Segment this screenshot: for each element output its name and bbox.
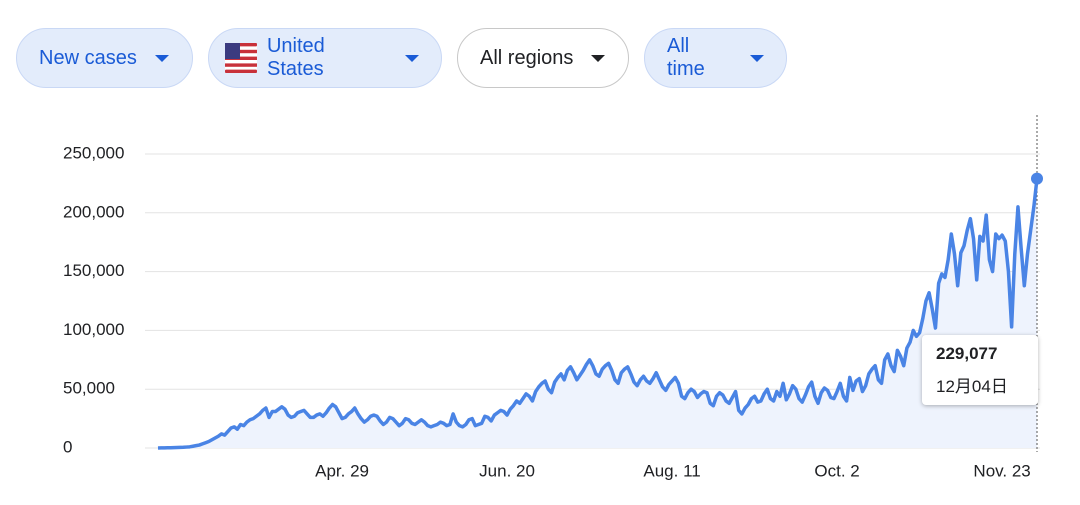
tooltip-value: 229,077 xyxy=(936,344,998,363)
x-tick-label: Apr. 29 xyxy=(315,461,369,480)
tooltip-date: 12月04日 xyxy=(936,377,1008,396)
dropdown-label: United States xyxy=(266,35,325,80)
caret xyxy=(750,54,764,62)
x-tick-label: Oct. 2 xyxy=(814,461,859,480)
caret xyxy=(405,54,419,62)
tooltip: 229,077 12月04日 xyxy=(922,335,1038,405)
area xyxy=(158,178,1037,449)
y-tick-label: 150,000 xyxy=(63,261,124,280)
time-dropdown[interactable]: All time xyxy=(644,28,787,88)
caret xyxy=(591,54,606,62)
country-dropdown[interactable]: United States xyxy=(208,28,442,88)
region-dropdown[interactable]: All regions xyxy=(457,28,629,88)
caret xyxy=(154,54,169,62)
y-tick-label: 200,000 xyxy=(63,202,124,221)
metric-dropdown[interactable]: New cases xyxy=(16,28,193,88)
x-tick-label: Aug. 11 xyxy=(643,461,700,480)
dropdown-label: All time xyxy=(667,35,705,80)
y-tick-label: 0 xyxy=(63,437,72,456)
y-tick-label: 100,000 xyxy=(63,320,124,339)
dropdown-label: New cases xyxy=(39,46,137,69)
y-tick-label: 250,000 xyxy=(63,143,124,162)
flag-icon xyxy=(225,43,257,73)
dropdown-label: All regions xyxy=(480,46,574,69)
hover-point xyxy=(1031,172,1043,185)
y-tick-label: 50,000 xyxy=(63,379,115,398)
x-tick-label: Jun. 20 xyxy=(479,461,535,480)
line xyxy=(157,178,1039,450)
x-tick-label: Nov. 23 xyxy=(973,461,1030,480)
